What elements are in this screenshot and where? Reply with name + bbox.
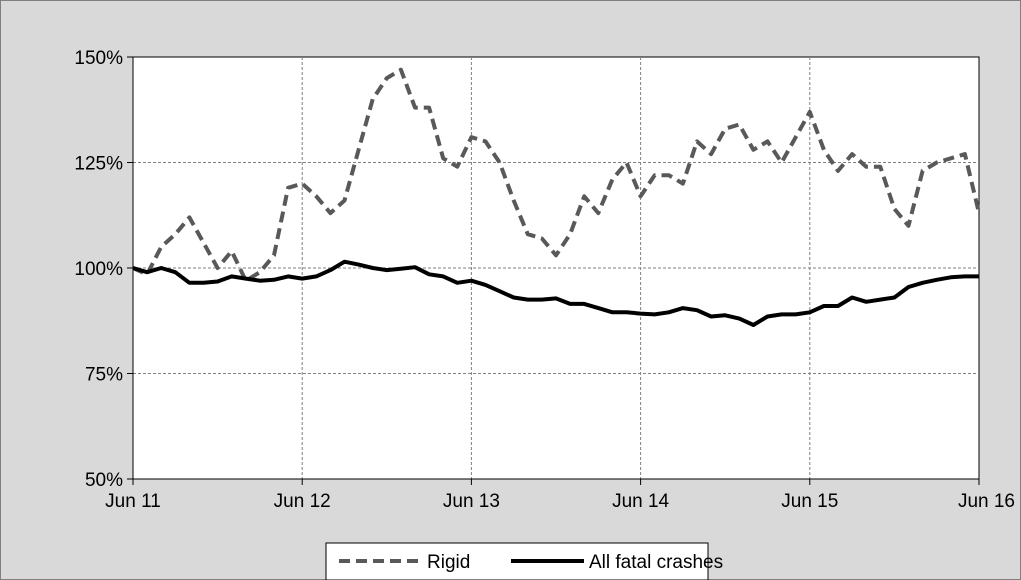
x-tick-label: Jun 14	[612, 491, 669, 512]
legend: Rigid All fatal crashes	[325, 542, 723, 580]
legend-label: All fatal crashes	[589, 552, 723, 573]
axes: 50% 75% 100% 125% 150% Jun 11 Jun 12 Jun 13 Jun …	[74, 48, 1015, 512]
y-tick-label: 50%	[85, 470, 123, 491]
y-tick-label: 150%	[74, 48, 123, 69]
series-line-all-fatal-crashes	[132, 259, 979, 327]
x-tick-label: Jun 13	[443, 491, 500, 512]
x-tick-label: Jun 16	[958, 491, 1015, 512]
y-tick-label: 75%	[85, 365, 123, 386]
x-tick-label: Jun 11	[105, 491, 161, 512]
y-tick-label: 125%	[74, 154, 123, 175]
x-tick-label: Jun 15	[781, 491, 838, 512]
y-tick-label: 100%	[74, 259, 123, 280]
legend-label: Rigid	[427, 552, 470, 573]
series-lines	[132, 67, 981, 327]
grid-lines	[133, 57, 979, 479]
x-tick-label: Jun 12	[274, 491, 331, 512]
series-line-rigid	[132, 67, 981, 283]
